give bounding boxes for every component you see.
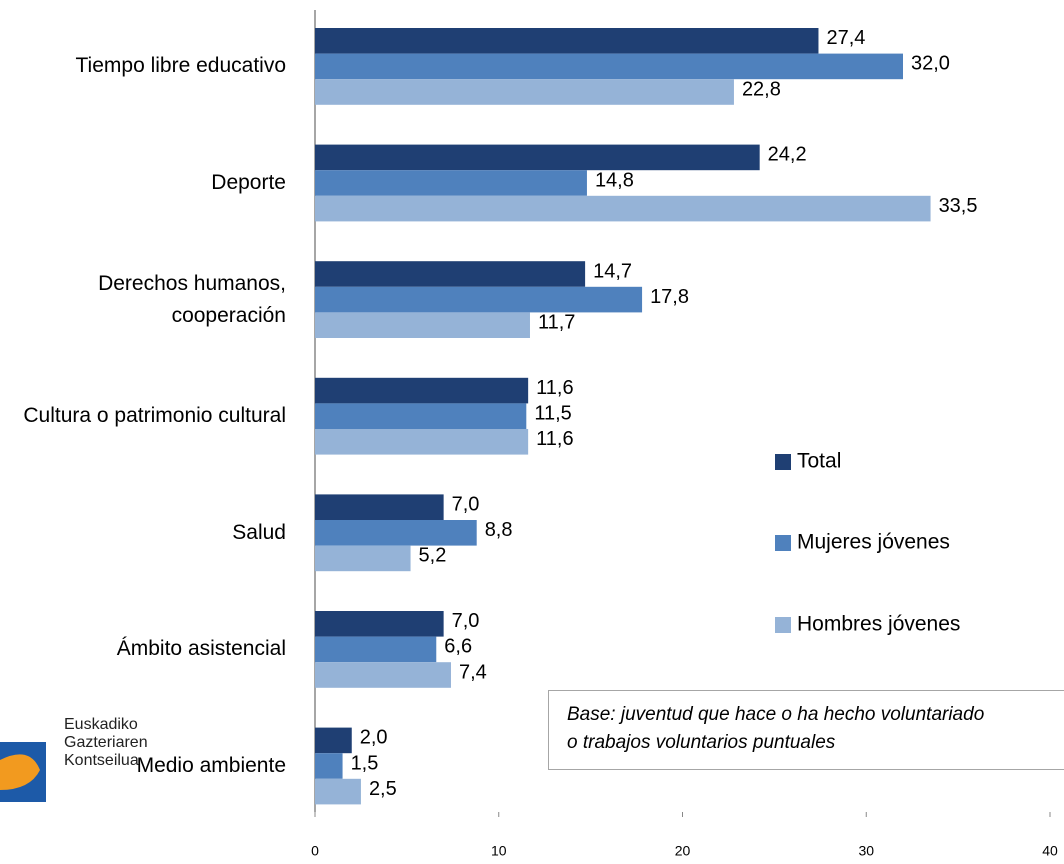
value-label: 17,8: [650, 286, 689, 308]
category-label: Tiempo libre educativo: [75, 54, 287, 78]
value-label: 5,2: [419, 545, 447, 567]
bar: [315, 429, 529, 455]
legend-swatch: [775, 535, 791, 551]
bar: [315, 636, 437, 663]
x-tick-label: 30: [858, 843, 874, 859]
logo: Euskadiko Gazteriaren Kontseilua: [64, 716, 148, 770]
category-label: Derechos humanos, cooperación: [98, 271, 286, 327]
value-label: 7,4: [459, 661, 487, 683]
bar: [315, 286, 643, 313]
value-label: 6,6: [444, 636, 472, 658]
bar: [315, 727, 352, 754]
bar: [315, 195, 931, 222]
value-label: 11,6: [536, 377, 573, 399]
value-label: 7,0: [452, 493, 480, 515]
x-tick-label: 0: [311, 843, 319, 859]
value-label: 14,8: [595, 169, 634, 191]
value-label: 22,8: [742, 78, 781, 100]
bar: [315, 261, 586, 287]
bar: [315, 170, 587, 196]
bar: [315, 494, 444, 520]
value-label: 11,7: [538, 311, 575, 333]
value-label: 14,7: [593, 260, 632, 282]
bar: [315, 662, 451, 688]
annotation-line: Base: juventud que hace o ha hecho volun…: [567, 704, 985, 725]
bar: [315, 79, 734, 105]
x-tick-label: 40: [1042, 843, 1058, 859]
annotation-line: o trabajos voluntarios puntuales: [567, 732, 836, 753]
value-label: 2,0: [360, 727, 388, 749]
value-label: 27,4: [826, 27, 865, 49]
bar: [315, 144, 760, 171]
value-label: 11,5: [534, 402, 571, 424]
logo-text: Kontseilua: [64, 752, 139, 769]
value-label: 2,5: [369, 778, 397, 800]
value-label: 24,2: [768, 144, 807, 166]
value-label: 1,5: [351, 752, 379, 774]
category-label: Salud: [232, 520, 286, 544]
value-label: 7,0: [452, 610, 480, 632]
legend-swatch: [775, 454, 791, 470]
x-tick-label: 20: [675, 843, 691, 859]
bar: [315, 312, 530, 338]
category-label: Medio ambiente: [136, 754, 286, 777]
value-label: 33,5: [939, 195, 978, 217]
bar: [315, 753, 343, 779]
bar: [315, 611, 444, 637]
bar: [315, 778, 361, 805]
bar: [315, 53, 903, 80]
value-label: 11,6: [536, 428, 573, 450]
legend-swatch: [775, 617, 791, 633]
bar: [315, 520, 477, 546]
bar: [315, 545, 411, 572]
bar: [315, 377, 529, 404]
category-label: Deporte: [211, 171, 286, 194]
logo-shape: [0, 754, 40, 790]
logo-text: Euskadiko: [64, 716, 138, 733]
x-tick-label: 10: [491, 843, 507, 859]
value-label: 8,8: [485, 519, 513, 541]
legend-label: Hombres jóvenes: [797, 613, 960, 636]
value-label: 32,0: [911, 53, 950, 75]
category-label: Cultura o patrimonio cultural: [23, 404, 286, 428]
bar: [315, 403, 527, 429]
annotation: Base: juventud que hace o ha hecho volun…: [548, 690, 1064, 770]
category-label: Ámbito asistencial: [116, 637, 286, 661]
bar: [315, 28, 819, 54]
legend-label: Total: [797, 450, 841, 473]
logo-text: Gazteriaren: [64, 734, 148, 751]
legend-label: Mujeres jóvenes: [797, 531, 950, 554]
